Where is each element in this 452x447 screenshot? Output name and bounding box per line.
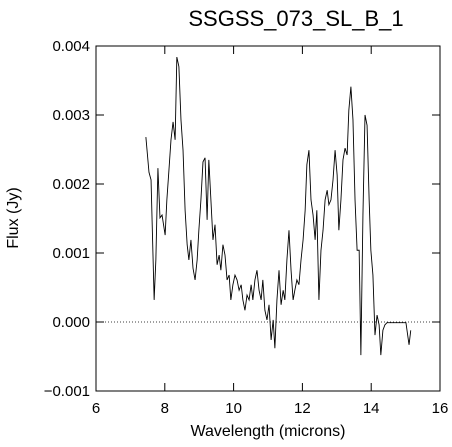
y-tick-label: 0.003 xyxy=(52,107,90,124)
y-tick-label: 0.002 xyxy=(52,176,90,193)
x-tick-label: 14 xyxy=(363,400,380,417)
x-tick-label: 8 xyxy=(161,400,169,417)
x-tick-label: 12 xyxy=(294,400,311,417)
y-tick-label: 0.000 xyxy=(52,314,90,331)
x-axis-label: Wavelength (microns) xyxy=(190,423,345,440)
plot-frame xyxy=(95,45,441,392)
y-tick-label: 0.001 xyxy=(52,245,90,262)
y-tick-label: 0.004 xyxy=(52,38,90,55)
chart-title: SSGSS_073_SL_B_1 xyxy=(188,6,403,31)
x-tick-label: 10 xyxy=(225,400,242,417)
spectrum-line xyxy=(145,56,412,356)
y-tick-label: −0.001 xyxy=(44,383,90,400)
x-tick-label: 6 xyxy=(92,400,100,417)
y-axis-label: Flux (Jy) xyxy=(5,187,22,248)
x-tick-label: 16 xyxy=(432,400,449,417)
